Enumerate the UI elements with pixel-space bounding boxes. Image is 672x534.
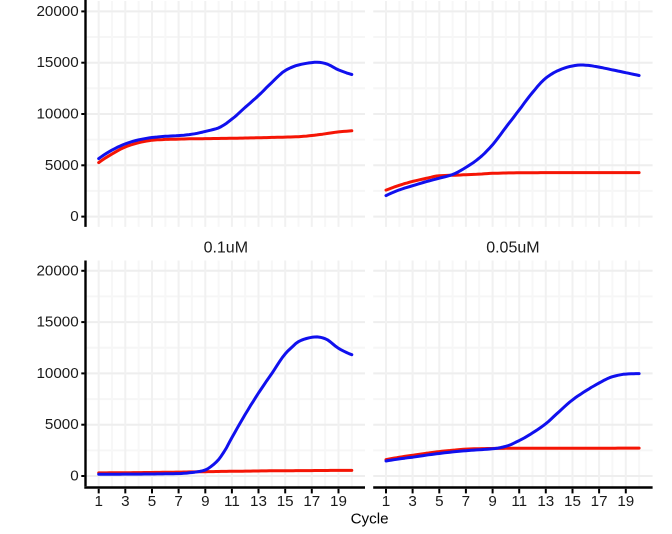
svg-text:15: 15 bbox=[564, 493, 581, 510]
svg-text:19: 19 bbox=[617, 493, 634, 510]
svg-text:1: 1 bbox=[382, 493, 390, 510]
svg-text:5000: 5000 bbox=[45, 157, 79, 174]
svg-text:1: 1 bbox=[94, 493, 102, 510]
svg-text:10000: 10000 bbox=[36, 365, 78, 382]
svg-text:Cycle: Cycle bbox=[351, 510, 389, 527]
svg-text:3: 3 bbox=[408, 493, 416, 510]
svg-text:17: 17 bbox=[591, 493, 608, 510]
svg-text:20000: 20000 bbox=[36, 262, 78, 279]
svg-text:11: 11 bbox=[224, 493, 240, 510]
svg-text:19: 19 bbox=[330, 493, 347, 510]
svg-text:15000: 15000 bbox=[36, 54, 78, 71]
svg-text:0: 0 bbox=[70, 208, 78, 225]
svg-text:9: 9 bbox=[488, 493, 496, 510]
svg-text:5000: 5000 bbox=[45, 416, 79, 433]
svg-text:0.05uM: 0.05uM bbox=[486, 240, 539, 257]
svg-text:3: 3 bbox=[121, 493, 129, 510]
svg-text:9: 9 bbox=[201, 493, 209, 510]
svg-text:13: 13 bbox=[537, 493, 554, 510]
svg-text:0: 0 bbox=[70, 468, 78, 485]
svg-text:7: 7 bbox=[462, 493, 470, 510]
svg-text:0.1uM: 0.1uM bbox=[204, 240, 248, 257]
svg-text:17: 17 bbox=[303, 493, 320, 510]
svg-text:13: 13 bbox=[250, 493, 267, 510]
svg-text:7: 7 bbox=[174, 493, 182, 510]
svg-text:5: 5 bbox=[435, 493, 443, 510]
svg-text:5: 5 bbox=[148, 493, 156, 510]
svg-text:15000: 15000 bbox=[36, 314, 78, 331]
svg-text:20000: 20000 bbox=[36, 3, 78, 20]
svg-text:10000: 10000 bbox=[36, 106, 78, 123]
svg-text:11: 11 bbox=[511, 493, 527, 510]
svg-text:15: 15 bbox=[277, 493, 294, 510]
